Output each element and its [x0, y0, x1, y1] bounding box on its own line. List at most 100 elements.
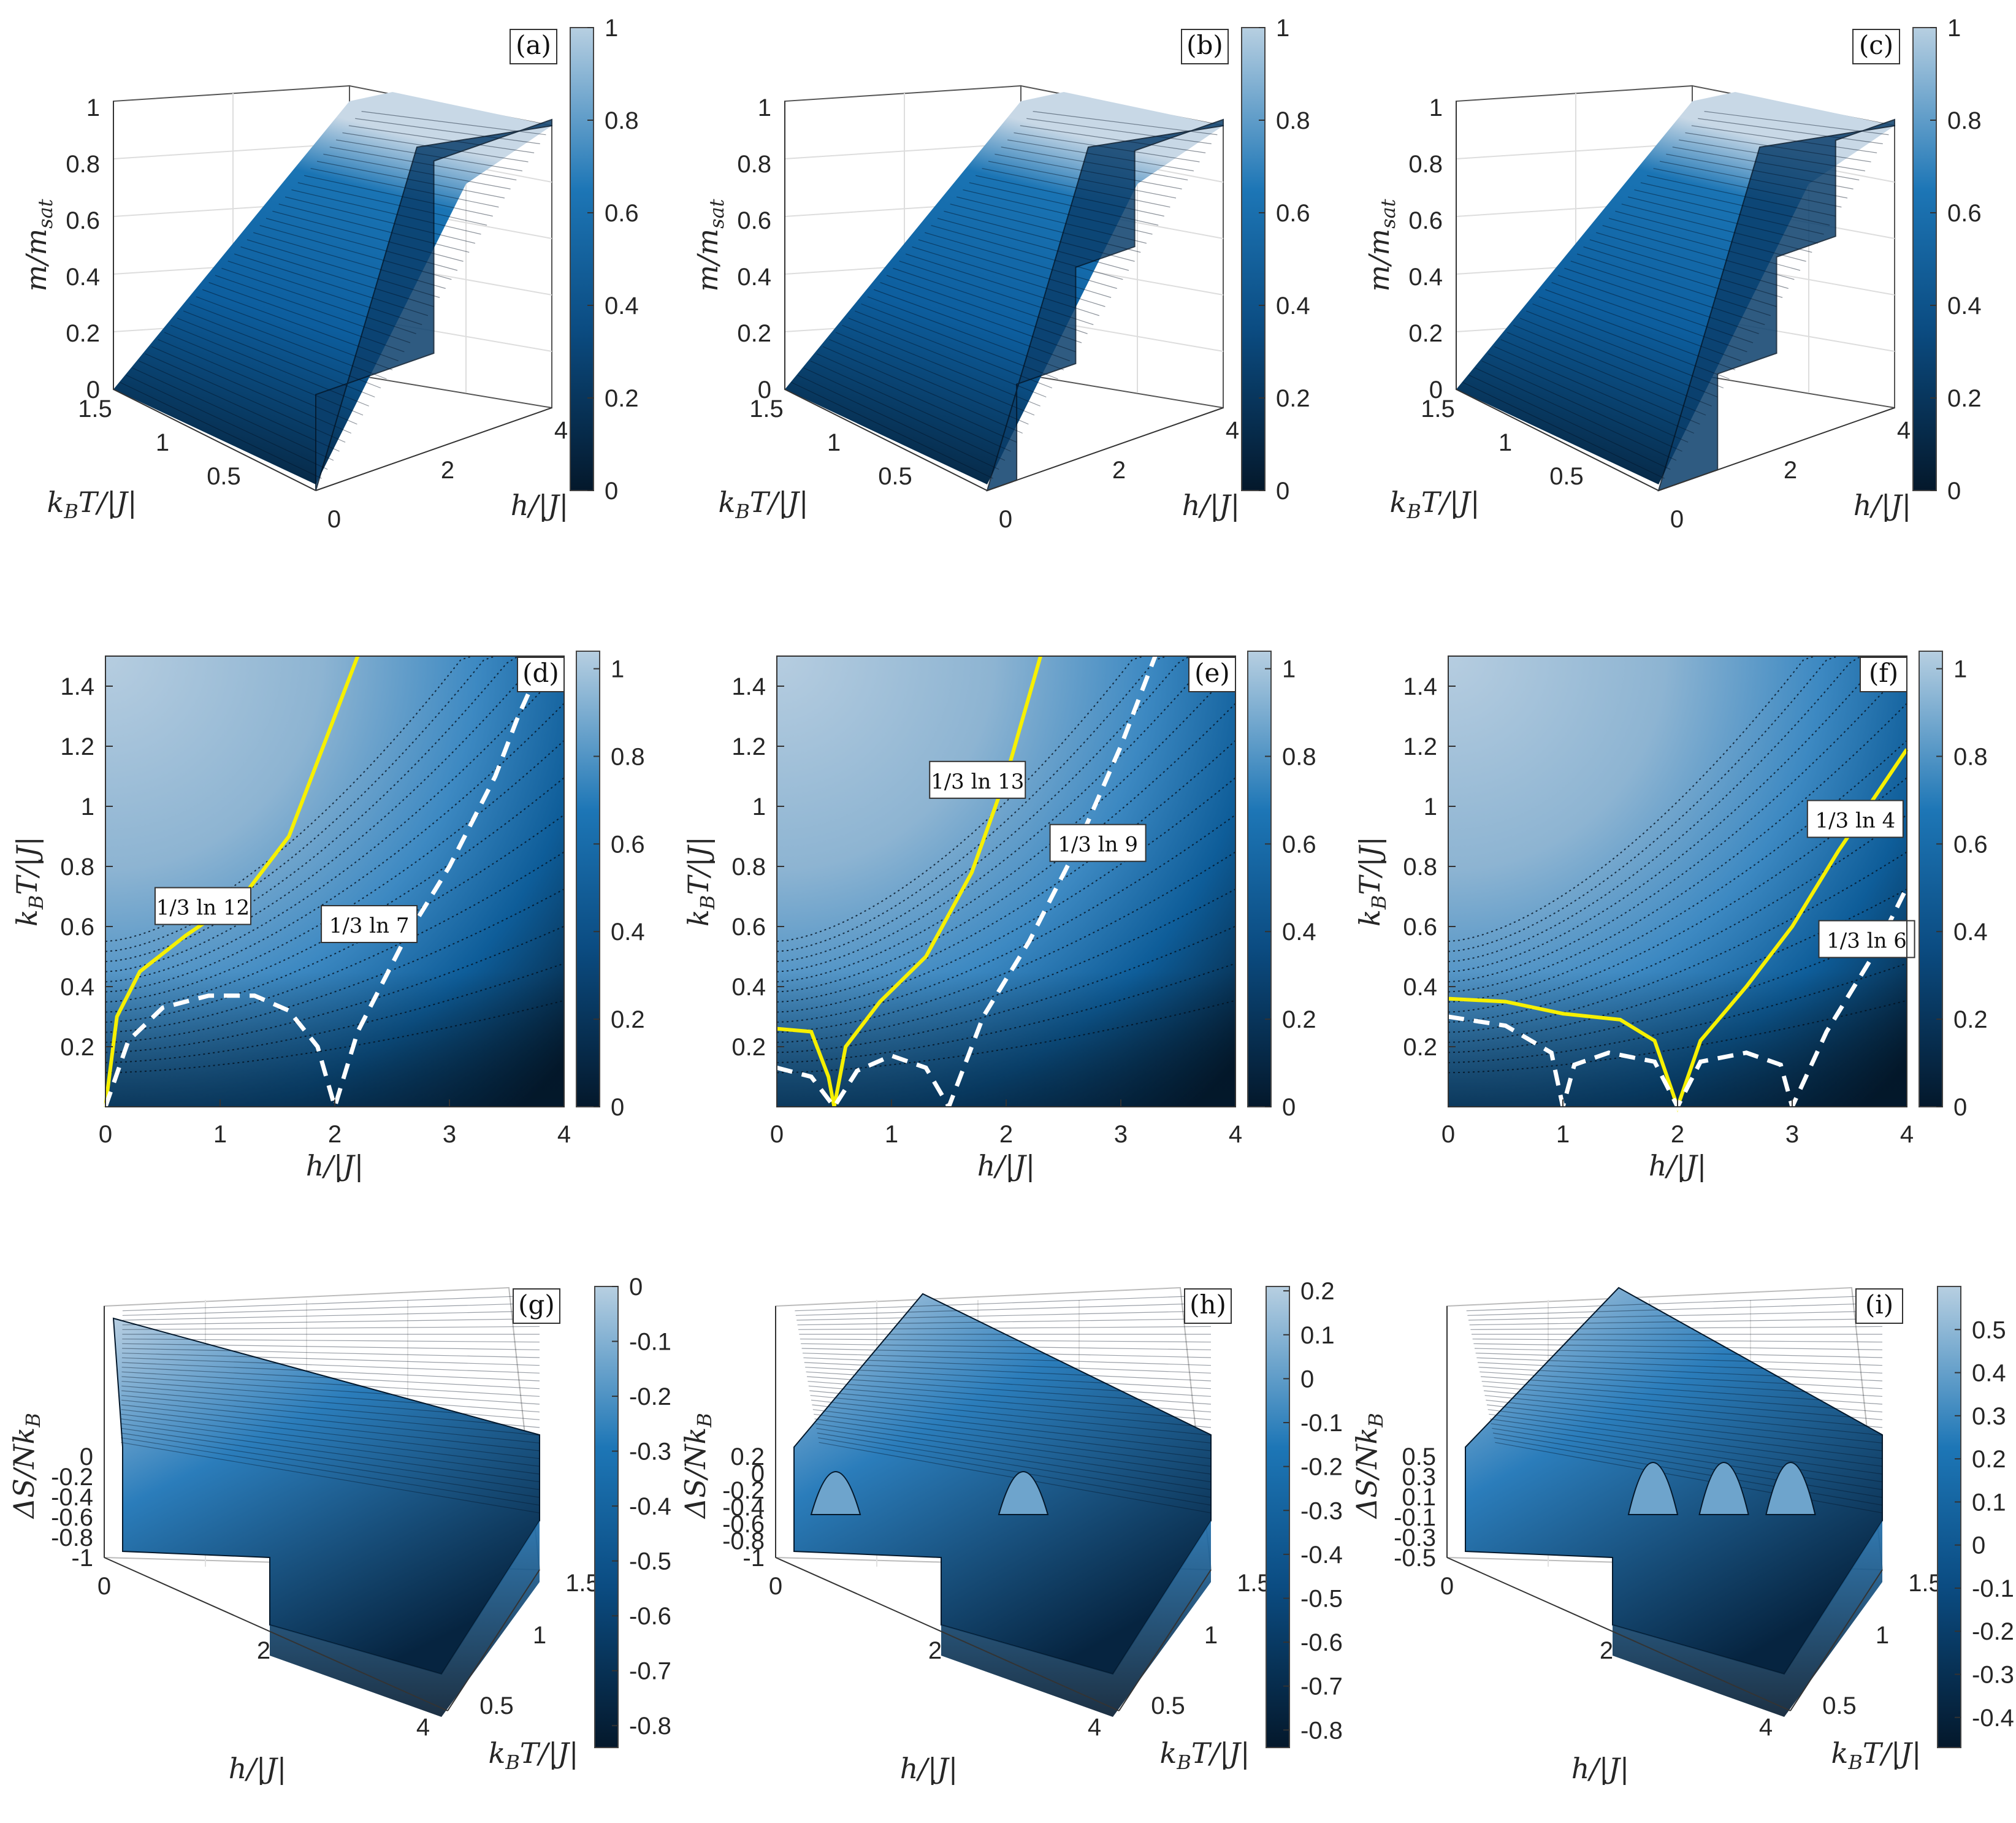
isoline: [776, 655, 1235, 952]
y-axis-label: kBT/|J|: [1353, 836, 1391, 927]
y-tick-label: 0.6: [1403, 914, 1437, 941]
contour-line: [1647, 175, 1836, 217]
isoline: [776, 814, 1236, 1023]
isoline: [776, 666, 1236, 983]
isentrope-yellow: [776, 655, 1042, 1107]
x-tick-label: 1: [1556, 1121, 1570, 1148]
contour-line: [122, 1295, 540, 1312]
y-tick-label: 1: [1876, 1622, 1889, 1649]
contour-line: [795, 1302, 1212, 1316]
contour-line: [1481, 360, 1682, 452]
y-tick-label: 1: [1424, 793, 1437, 820]
isoline: [1448, 655, 1907, 963]
colorbar-tick-label: -0.5: [1300, 1585, 1343, 1612]
z-tick-label: 0.2: [66, 320, 100, 347]
z-tick-label: 0: [80, 1443, 93, 1470]
contour-line: [284, 196, 476, 244]
contour-line: [126, 375, 328, 470]
x-tick-label: 4: [416, 1714, 430, 1741]
contour-line: [867, 296, 1064, 370]
contour-line: [1478, 1367, 1883, 1389]
x-tick-label: 0: [327, 506, 341, 533]
isoline: [105, 703, 565, 993]
contour-line: [132, 367, 334, 461]
y-tick-label: 1.5: [78, 396, 112, 422]
z-axis-label: m/msat: [20, 199, 57, 291]
contour-line: [121, 1385, 540, 1420]
contour-line: [899, 261, 1094, 326]
contour-line: [164, 332, 364, 416]
annotation-box: [1049, 824, 1147, 862]
contour-line: [816, 353, 1017, 443]
colorbar-tick-label: 0.4: [1972, 1360, 2006, 1387]
y-tick-label: 0.5: [1822, 1692, 1857, 1719]
z-tick-label: -0.6: [51, 1504, 93, 1531]
panel-d: 1/3 ln 12 1/3 ln 7 0 1 2 3 4 0.2 0.4 0.6 0.8 1 1.2 1.…: [10, 651, 645, 1182]
x-tick-label: 3: [1785, 1121, 1799, 1148]
z-axis-label: ΔS/NkB: [679, 1413, 716, 1519]
panel-label: (h): [1189, 1290, 1226, 1320]
y-tick-label: 0.8: [60, 854, 94, 881]
colorbar-tick-label: 0.6: [1947, 200, 1982, 227]
contour-line: [122, 1348, 540, 1358]
contour-line: [886, 275, 1082, 343]
contour-line: [355, 118, 540, 145]
z-tick-label: 0: [1429, 376, 1443, 403]
y-axis-label: kBT/|J|: [718, 486, 808, 523]
contour-line: [905, 253, 1100, 316]
isoline: [105, 814, 565, 1023]
contour-line: [215, 275, 411, 343]
x-tick-label: 4: [557, 1121, 571, 1148]
contour-line: [265, 218, 458, 271]
y-tick-label: 1: [156, 429, 169, 456]
colorbar-tick-label: 0: [1972, 1532, 1985, 1559]
axis-h: [1658, 407, 1895, 491]
contour-line: [1486, 1399, 1883, 1443]
contour-line: [931, 225, 1123, 280]
contour-line: [1487, 353, 1689, 443]
surface-staircase: [315, 118, 552, 491]
z-tick-label: -1: [71, 1545, 93, 1572]
surface-front: [1613, 1521, 1882, 1717]
grid-line: [784, 143, 1021, 159]
contour-line: [121, 1367, 540, 1389]
contour-line: [804, 1362, 1212, 1382]
contour-line: [1472, 1339, 1883, 1343]
panel-label-box: [517, 657, 565, 692]
contour-line: [121, 1376, 540, 1405]
contour-line: [1666, 153, 1854, 189]
panel-label: (e): [1194, 658, 1230, 688]
y-axis-label: kBT/|J|: [682, 836, 719, 927]
contour-line: [1691, 125, 1877, 153]
contour-line: [1589, 239, 1783, 298]
contour-line: [304, 175, 493, 217]
contour-line: [120, 381, 322, 479]
y-tick-label: 1: [1204, 1622, 1218, 1649]
colorbar-tick-label: 0: [629, 1274, 643, 1301]
annotation-box: [1818, 920, 1915, 958]
colorbar-tick-label: 0.1: [1300, 1322, 1335, 1349]
panel-label-box: [1852, 29, 1900, 64]
y-tick-label: 0.4: [1403, 974, 1437, 1001]
y-tick-label: 0.5: [1151, 1692, 1185, 1719]
x-tick-label: 2: [441, 457, 454, 484]
colorbar-tick-label: 0.8: [1282, 743, 1316, 770]
contour-line: [1462, 381, 1665, 479]
axis-h: [1446, 1557, 1791, 1711]
x-tick-label: 4: [1229, 1121, 1242, 1148]
panel-g: 0-0.2-0.4-0.6-0.8-1ΔS/NkB024h/|J|0.511.5…: [7, 1274, 671, 1785]
x-tick-label: 4: [554, 417, 568, 444]
contour-line: [1001, 147, 1188, 181]
annotation-label: 1/3 ln 7: [329, 914, 410, 938]
heatmap-floor: [105, 971, 564, 1107]
z-axis-label: m/msat: [691, 199, 728, 291]
contour-line: [1007, 139, 1194, 172]
isoline: [776, 999, 1236, 1074]
contour-line: [1602, 225, 1795, 280]
contour-line: [227, 261, 422, 326]
colorbar-tick-label: -0.8: [629, 1713, 671, 1740]
y-tick-label: 1.5: [1237, 1570, 1271, 1597]
colorbar-bar: [1241, 27, 1266, 491]
axis-T: [447, 1569, 540, 1711]
annotation-box: [1806, 800, 1904, 838]
